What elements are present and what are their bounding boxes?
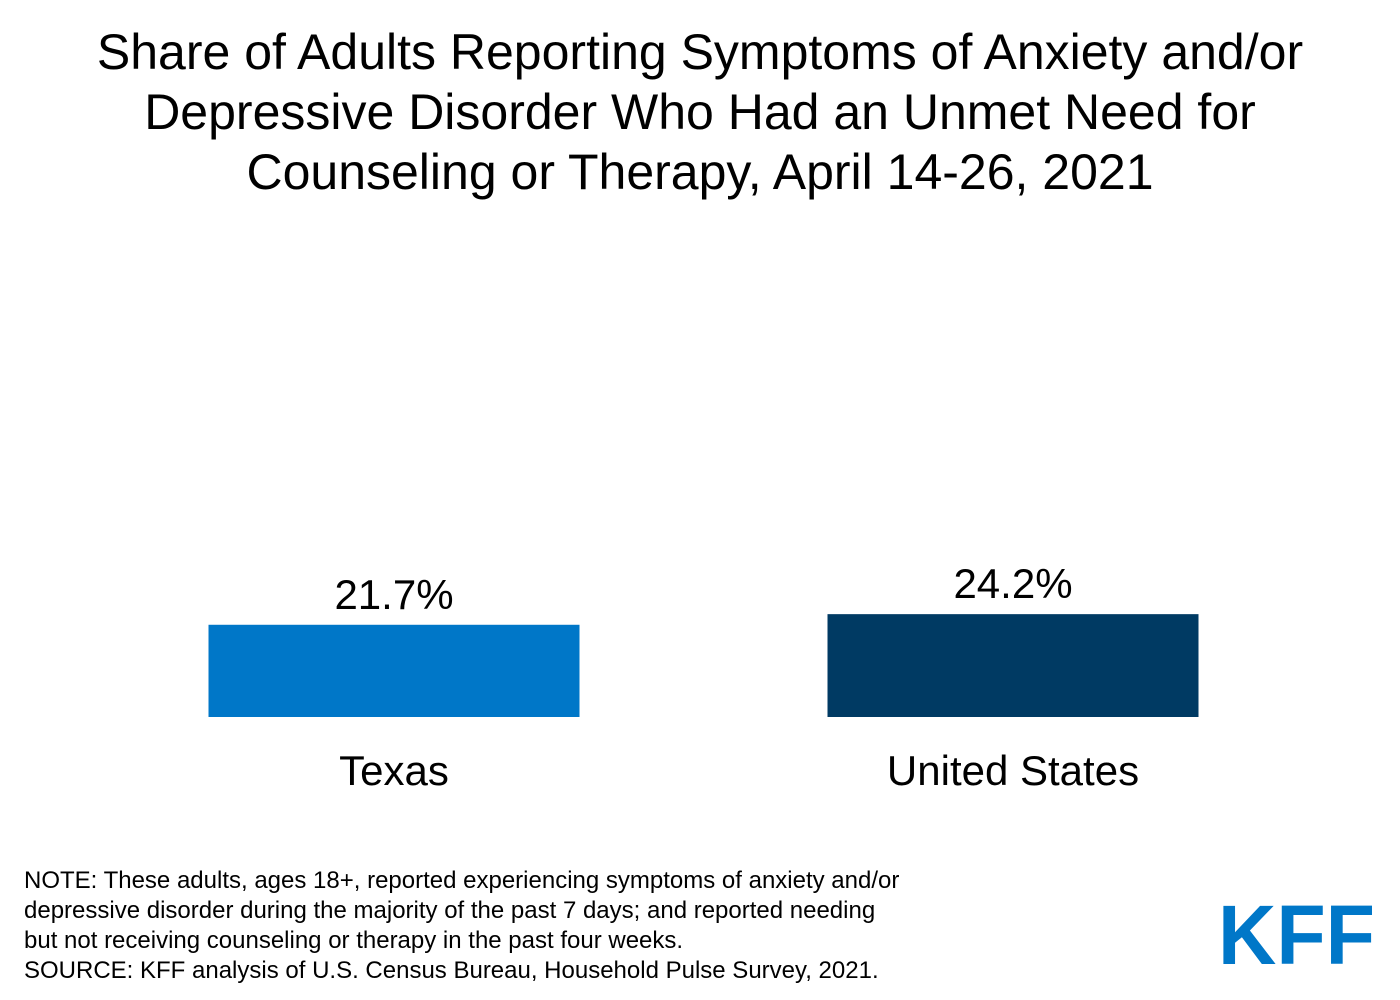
- chart-title-line-3: Counseling or Therapy, April 14-26, 2021: [246, 144, 1154, 200]
- kff-logo-text: KFF: [1218, 900, 1375, 970]
- chart-note: NOTE: These adults, ages 18+, reported e…: [24, 866, 899, 986]
- category-label-united-states: United States: [887, 747, 1139, 794]
- kff-logo: KFF: [1218, 900, 1375, 970]
- note-line-3: but not receiving counseling or therapy …: [24, 927, 684, 954]
- bar-texas: [208, 624, 580, 717]
- bar-united-states: [827, 614, 1199, 717]
- note-line-2: depressive disorder during the majority …: [24, 897, 876, 924]
- chart-title: Share of Adults Reporting Symptoms of An…: [0, 22, 1400, 202]
- value-label-texas: 21.7%: [334, 571, 453, 618]
- note-line-1: NOTE: These adults, ages 18+, reported e…: [24, 867, 900, 894]
- category-label-texas: Texas: [339, 747, 449, 794]
- source-line: SOURCE: KFF analysis of U.S. Census Bure…: [24, 957, 879, 984]
- value-label-united-states: 24.2%: [953, 560, 1072, 607]
- chart-title-line-1: Share of Adults Reporting Symptoms of An…: [96, 24, 1304, 80]
- chart-title-line-2: Depressive Disorder Who Had an Unmet Nee…: [144, 84, 1256, 140]
